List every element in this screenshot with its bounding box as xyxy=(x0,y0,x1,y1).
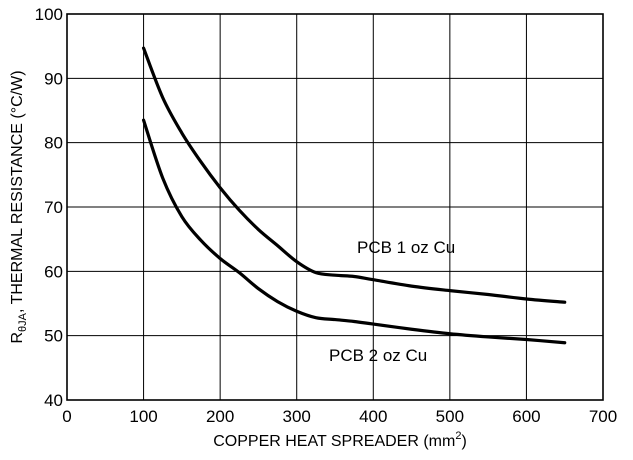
series-label-1: PCB 1 oz Cu xyxy=(357,238,455,257)
y-axis-label: RθJA, THERMAL RESISTANCE (°C/W) xyxy=(9,70,29,343)
series-label-2: PCB 2 oz Cu xyxy=(329,346,427,365)
x-tick-label: 500 xyxy=(436,407,464,426)
series-line-1 xyxy=(141,46,567,304)
y-tick-label: 60 xyxy=(44,262,63,281)
grid-lines xyxy=(66,13,604,401)
y-tick-label: 70 xyxy=(44,198,63,217)
tick-labels: 0 100 200 300 400 500 600 700 40 50 60 70 80 90 100 xyxy=(35,5,618,426)
x-axis-label: COPPER HEAT SPREADER (mm2) xyxy=(213,430,467,450)
y-tick-label: 100 xyxy=(35,5,63,24)
series-labels: PCB 1 oz Cu PCB 2 oz Cu xyxy=(329,238,455,365)
y-tick-label: 80 xyxy=(44,134,63,153)
data-curves xyxy=(141,46,567,345)
x-tick-label: 100 xyxy=(129,407,157,426)
y-tick-label: 50 xyxy=(44,327,63,346)
y-tick-label: 40 xyxy=(44,391,63,410)
x-tick-label: 200 xyxy=(206,407,234,426)
x-tick-label: 400 xyxy=(359,407,387,426)
plot-frame xyxy=(66,13,604,401)
x-tick-label: 600 xyxy=(512,407,540,426)
series-line-2 xyxy=(141,118,567,345)
x-tick-label: 300 xyxy=(283,407,311,426)
x-tick-label: 0 xyxy=(62,407,71,426)
y-tick-label: 90 xyxy=(44,69,63,88)
x-tick-label: 700 xyxy=(589,407,617,426)
